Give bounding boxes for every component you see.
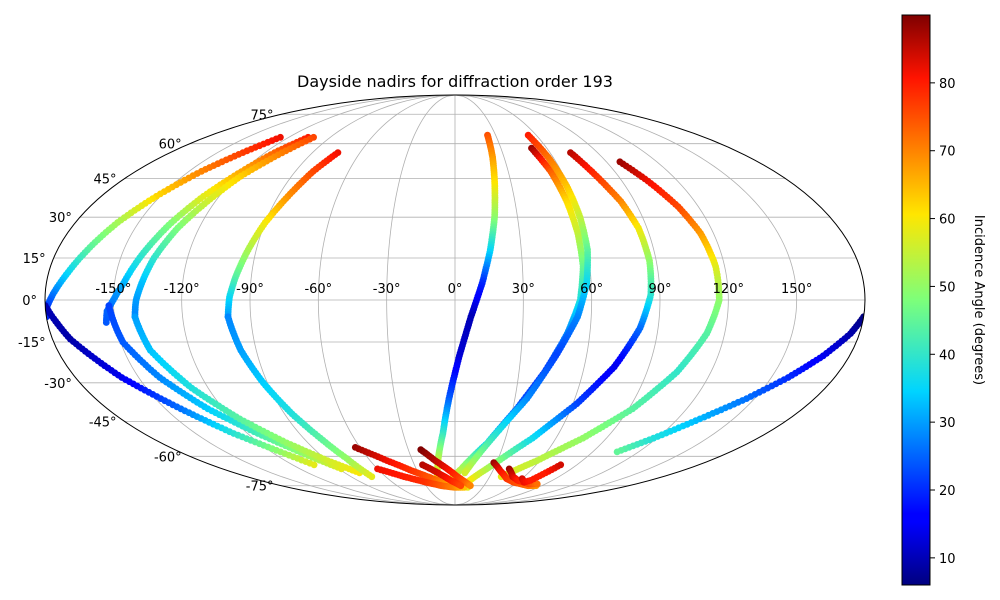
latitude-tick-labels: -75° -60° -45° -30° -15° 0° 15° 30° 45° 60° 75° <box>18 108 274 494</box>
nadir-point <box>467 482 474 490</box>
nadir-point <box>368 473 376 481</box>
colorbar-gradient <box>901 14 931 586</box>
colorbar-tick-label: 50 <box>939 280 956 295</box>
nadir-point <box>613 448 621 456</box>
colorbar-tick-label: 70 <box>939 145 956 160</box>
lon-tick-label: -60° <box>304 282 332 297</box>
lat-tick-label: -60° <box>154 450 182 465</box>
colorbar-tick-label: 30 <box>939 416 956 431</box>
map-boundary <box>44 94 866 506</box>
longitude-tick-labels: -150° -120° -90° -60° -30° 0° 30° 60° 90° 120° 150… <box>95 282 812 297</box>
nadir-point <box>102 319 110 326</box>
colorbar-tick-label: 40 <box>939 348 956 363</box>
lat-tick-label: 75° <box>250 108 273 123</box>
lat-tick-label: 30° <box>49 211 72 226</box>
lat-tick-label: 45° <box>94 173 117 188</box>
colorbar-ticks: 10 20 30 40 50 60 70 80 <box>930 77 956 567</box>
lon-tick-label: 120° <box>713 282 744 297</box>
lat-tick-label: -30° <box>44 377 72 392</box>
lat-tick-label: -75° <box>246 480 274 495</box>
lat-tick-label: 60° <box>159 138 182 153</box>
nadir-point <box>461 469 469 477</box>
lon-tick-label: 30° <box>512 282 535 297</box>
lon-tick-label: 150° <box>781 282 812 297</box>
lon-tick-label: 0° <box>448 282 463 297</box>
data-points <box>45 131 865 491</box>
lon-tick-label: -150° <box>95 282 131 297</box>
nadir-point <box>457 482 465 490</box>
chart-title: Dayside nadirs for diffraction order 193 <box>297 72 613 91</box>
lon-tick-label: -120° <box>164 282 200 297</box>
lon-tick-label: 90° <box>648 282 671 297</box>
lon-tick-label: 60° <box>580 282 603 297</box>
nadir-point <box>557 461 565 469</box>
lon-tick-label: -90° <box>236 282 264 297</box>
lat-tick-label: -15° <box>18 336 46 351</box>
graticule <box>45 94 865 506</box>
colorbar-label: Incidence Angle (degrees) <box>971 215 986 385</box>
lat-tick-label: 15° <box>23 252 46 267</box>
colorbar-tick-label: 80 <box>939 77 956 92</box>
nadir-point <box>310 461 318 469</box>
lat-tick-label: -45° <box>89 415 117 430</box>
colorbar-tick-label: 60 <box>939 213 956 228</box>
lat-tick-label: 0° <box>22 294 37 309</box>
colorbar-tick-label: 10 <box>939 552 956 567</box>
lon-tick-label: -30° <box>373 282 401 297</box>
colorbar-tick-label: 20 <box>939 484 956 499</box>
colorbar: 10 20 30 40 50 60 70 80 Incidence Angle (degree… <box>901 14 986 586</box>
nadir-point <box>533 480 541 488</box>
